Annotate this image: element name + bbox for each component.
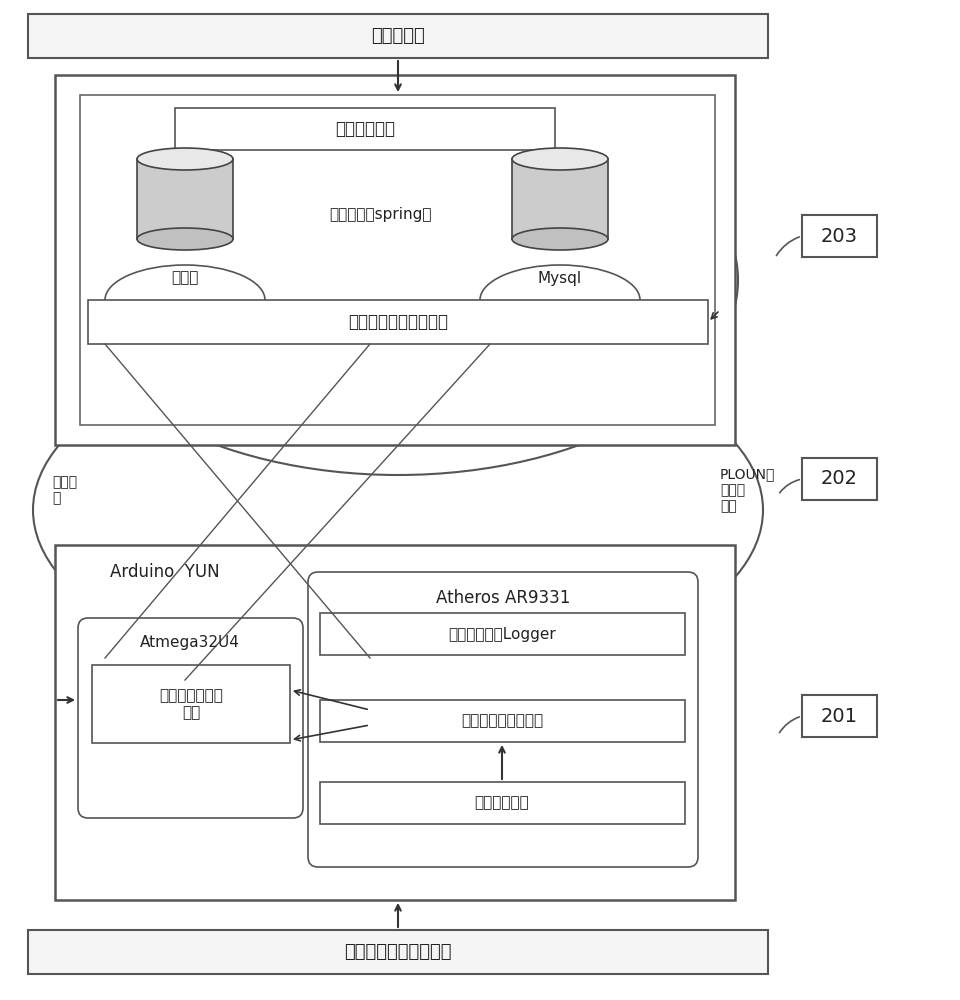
Bar [512,159,608,239]
Bar [320,613,685,655]
Text: 命令管理接口: 命令管理接口 [335,120,395,138]
Text: 命令分发模块: 命令分发模块 [474,796,529,810]
Bar [55,545,735,900]
Ellipse shape [512,148,608,170]
Text: Arduino  YUN: Arduino YUN [110,563,220,581]
Text: PLOUN算
法定制
结果: PLOUN算 法定制 结果 [720,467,776,513]
Bar [802,215,877,257]
Bar [320,782,685,824]
Bar [88,300,708,344]
Bar [320,700,685,742]
Bar [802,458,877,500]
Text: 203: 203 [821,227,857,245]
Text: 202: 202 [821,470,857,488]
Text: 网络烧
录: 网络烧 录 [52,475,77,505]
FancyBboxPatch shape [78,618,303,818]
Bar [55,75,735,445]
Text: 云服务器（spring）: 云服务器（spring） [328,208,431,223]
Text: 自定制命令解释
模块: 自定制命令解释 模块 [159,688,223,720]
Text: Atmega32U4: Atmega32U4 [140,635,240,650]
Text: 程序库: 程序库 [171,270,199,286]
Text: Mysql: Mysql [538,270,582,286]
Bar [28,930,768,974]
Ellipse shape [137,148,233,170]
Bar [802,695,877,737]
Text: 新命令上传: 新命令上传 [372,27,425,45]
Ellipse shape [512,228,608,250]
Text: 201: 201 [821,706,857,726]
Bar [28,14,768,58]
Text: 用户使用命令Logger: 用户使用命令Logger [448,626,556,642]
Ellipse shape [137,228,233,250]
Text: 命令序列（应用程序）: 命令序列（应用程序） [345,943,452,961]
Bar [137,159,233,239]
Bar [175,108,555,150]
Bar [92,665,290,743]
FancyBboxPatch shape [308,572,698,867]
Bar [80,95,715,425]
Text: 命令解释模块代码组合: 命令解释模块代码组合 [348,313,448,331]
Text: 全功能命令解释模块: 全功能命令解释模块 [461,714,543,728]
Text: Atheros AR9331: Atheros AR9331 [436,589,570,607]
